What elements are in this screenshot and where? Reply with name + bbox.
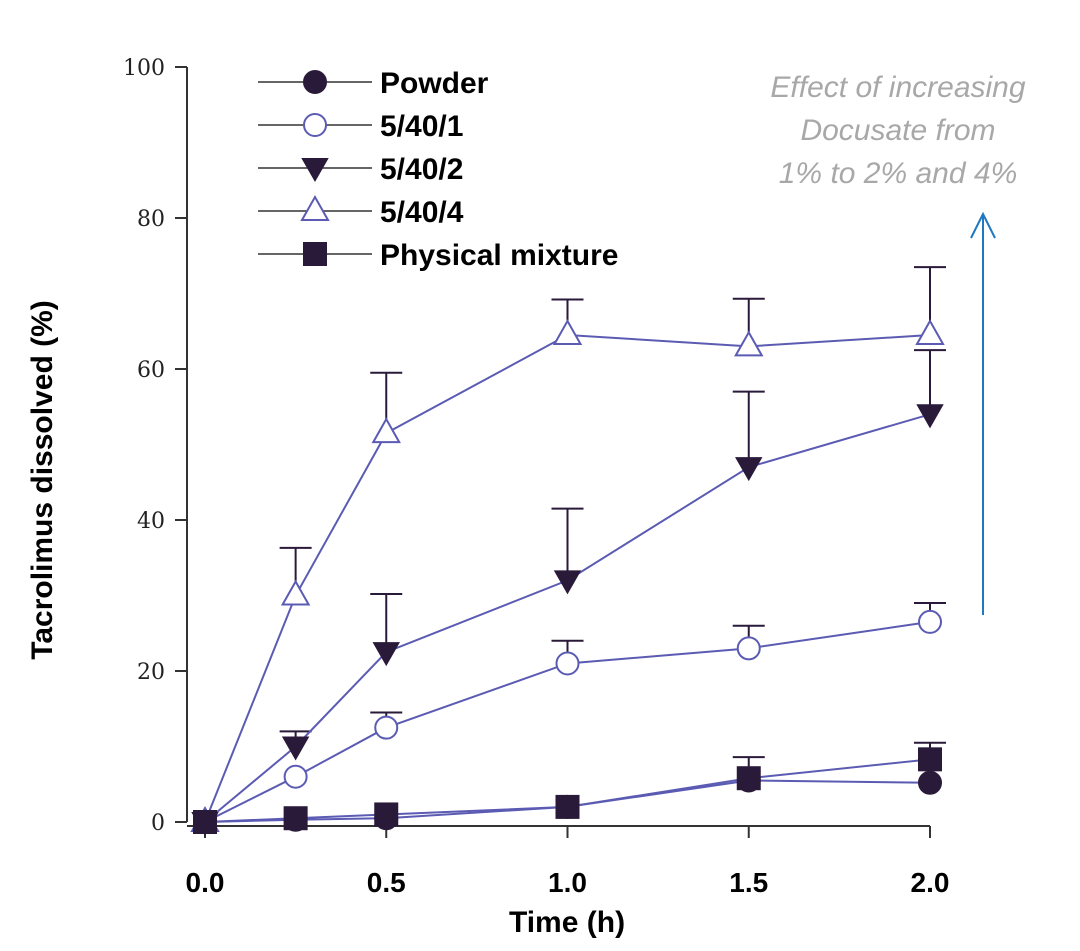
annotation-text: Effect of increasing: [770, 71, 1025, 104]
data-point: [374, 802, 399, 827]
data-point: [736, 766, 761, 791]
series-line: [204, 779, 931, 823]
x-tick-label: 0.5: [367, 867, 406, 898]
x-tick-label: 2.0: [911, 867, 950, 898]
legend-label: Physical mixture: [380, 239, 618, 272]
data-point: [280, 579, 311, 606]
data-point: [555, 794, 580, 819]
legend-label: 5/40/2: [380, 153, 463, 186]
y-tick-label: 80: [137, 207, 165, 232]
data-point: [552, 318, 583, 346]
y-tick-label: 0: [151, 811, 165, 836]
legend-entry: 5/40/1: [258, 110, 463, 143]
legend-entry: Physical mixture: [258, 239, 618, 272]
legend-marker: [303, 242, 327, 266]
series-5-40-1: [193, 602, 946, 834]
series-layer: [190, 266, 946, 837]
series-line: [204, 620, 931, 823]
series-5-40-2: [191, 349, 946, 837]
series-line: [204, 413, 931, 823]
data-point: [193, 810, 217, 834]
legend-entry: 5/40/2: [258, 153, 463, 186]
data-point: [916, 404, 944, 429]
legend-label: 5/40/4: [380, 196, 464, 229]
annotation-text: 1% to 2% and 4%: [779, 157, 1018, 190]
series-line: [204, 758, 931, 823]
legend-label: Powder: [380, 67, 489, 100]
legend-marker: [303, 113, 327, 137]
data-point: [555, 651, 580, 676]
data-point: [281, 736, 310, 761]
data-point: [918, 747, 942, 772]
legend-marker: [300, 194, 330, 221]
data-point: [374, 715, 399, 740]
series-line: [204, 334, 931, 823]
legend-entry: Powder: [258, 67, 489, 100]
series-physical-mixture: [193, 741, 946, 834]
y-axis-title: Tacrolimus dissolved (%): [26, 300, 59, 660]
annotation: Effect of increasing Docusate from 1% to 2…: [770, 71, 1026, 615]
legend-label: 5/40/1: [380, 110, 463, 143]
data-point: [915, 318, 945, 346]
axes: 0 20 40 60 80 100 0.0 0.5 1.0 1.5 2.0 Time (h) Tacro…: [26, 56, 949, 939]
data-point: [918, 609, 942, 634]
y-tick-label: 40: [137, 509, 165, 534]
x-tick-label: 1.5: [729, 867, 768, 898]
series-5-40-4: [190, 266, 946, 832]
x-tick-label: 0.0: [186, 867, 225, 898]
data-point: [735, 457, 763, 482]
data-point: [734, 330, 764, 357]
legend: Powder 5/40/1 5/40/2 5/40/4 Physical mixture: [258, 67, 618, 272]
data-point: [283, 806, 308, 831]
data-point: [918, 770, 942, 795]
legend-marker: [303, 70, 327, 94]
y-tick-label: 20: [137, 660, 165, 685]
y-tick-label: 100: [123, 56, 165, 81]
x-tick-label: 1.0: [548, 867, 587, 898]
y-tick-label: 60: [137, 358, 165, 383]
data-point: [553, 570, 582, 595]
annotation-arrowhead: [970, 211, 996, 239]
data-point: [736, 636, 761, 661]
data-point: [283, 764, 308, 789]
legend-entry: 5/40/4: [258, 194, 464, 229]
annotation-text: Docusate from: [800, 114, 995, 147]
x-axis-title: Time (h): [509, 906, 625, 939]
data-point: [371, 417, 401, 444]
data-point: [372, 642, 400, 667]
legend-marker: [301, 158, 329, 183]
